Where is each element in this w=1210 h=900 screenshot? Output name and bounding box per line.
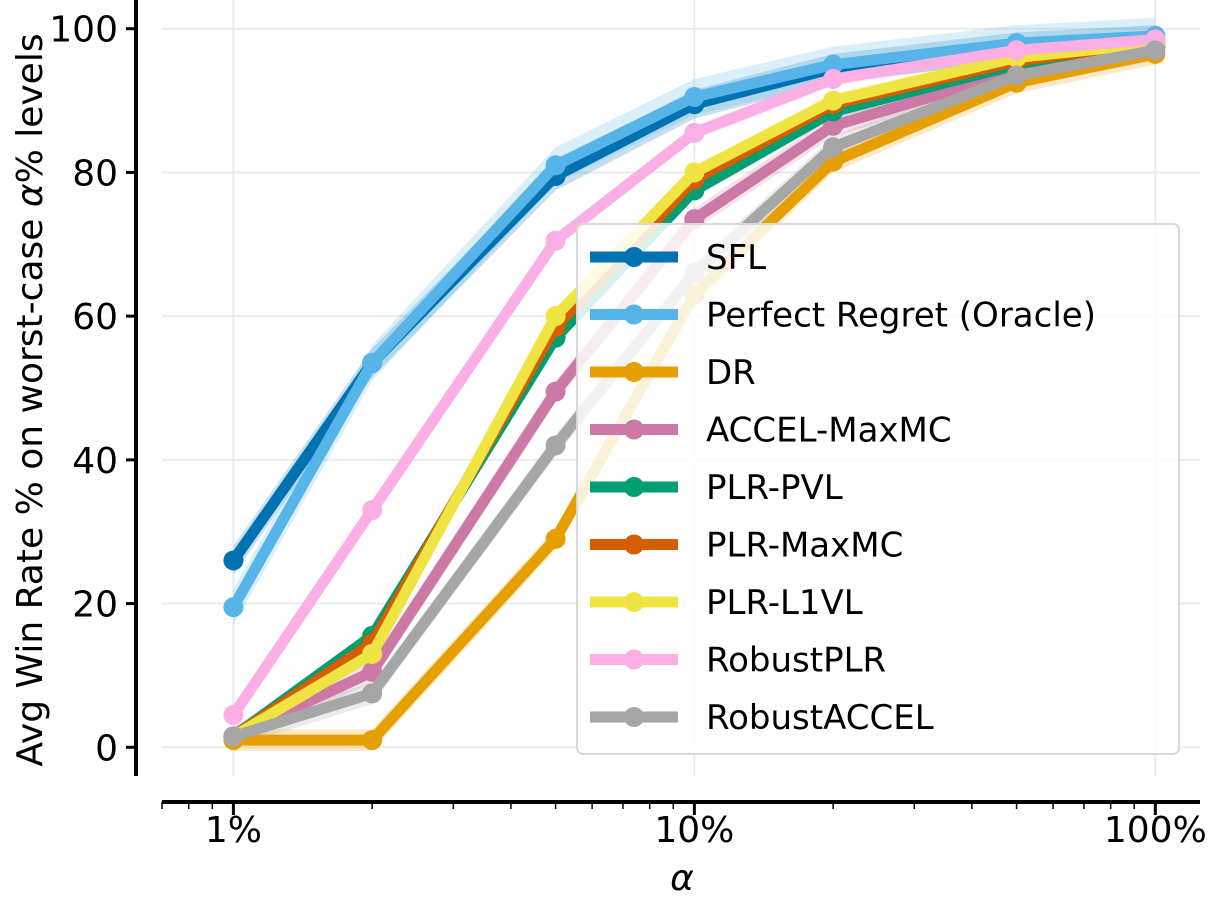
y-tick-label-2: 40 — [72, 441, 118, 482]
series-8-point-2 — [545, 435, 566, 456]
series-8-point-1 — [362, 683, 383, 704]
series-8-point-0 — [223, 726, 244, 747]
y-axis-label: Avg Win Rate % on worst-case α% levels — [10, 33, 51, 766]
series-6-point-4 — [823, 90, 844, 111]
legend-label-2: DR — [706, 353, 756, 393]
y-axis-label-part-2: % levels — [10, 33, 51, 183]
x-tick-label-1: 10% — [654, 810, 734, 851]
series-7-point-5 — [1006, 40, 1027, 61]
series-3-point-1 — [362, 661, 383, 682]
series-2-point-2 — [545, 528, 566, 549]
series-0-point-0 — [223, 550, 244, 571]
series-1-point-4 — [823, 54, 844, 75]
legend-swatch-marker-1 — [624, 304, 644, 325]
y-tick-label-5: 100 — [49, 10, 118, 51]
legend-swatch-marker-2 — [624, 362, 644, 382]
x-axis-label: α — [670, 858, 694, 899]
series-7-point-0 — [223, 704, 244, 725]
y-axis-label-part-1: Avg Win Rate % on worst-case — [10, 207, 51, 766]
series-6-point-2 — [545, 306, 566, 327]
legend-swatch-marker-6 — [624, 592, 644, 612]
y-tick-label-1: 20 — [72, 585, 118, 626]
legend-swatch-marker-3 — [624, 419, 644, 440]
legend-swatch-marker-4 — [624, 477, 644, 497]
series-8-point-6 — [1145, 40, 1166, 61]
legend-label-5: PLR-MaxMC — [706, 526, 903, 566]
x-tick-label-0: 1% — [205, 810, 262, 851]
y-tick-label-3: 60 — [72, 297, 118, 338]
series-7-point-1 — [362, 500, 383, 521]
legend-label-3: ACCEL-MaxMC — [706, 411, 952, 451]
legend-swatch-marker-0 — [624, 247, 644, 267]
series-3-point-2 — [545, 381, 566, 402]
series-1-point-3 — [684, 87, 705, 107]
series-1-point-1 — [362, 352, 383, 373]
legend-label-4: PLR-PVL — [706, 468, 843, 508]
y-axis-label-symbol: α — [10, 183, 51, 207]
legend-label-6: PLR-L1VL — [706, 583, 863, 623]
series-6-point-3 — [684, 162, 705, 183]
legend-label-8: RobustACCEL — [706, 698, 934, 738]
series-7-point-3 — [684, 122, 705, 143]
y-tick-label-4: 80 — [72, 153, 118, 194]
axis-ticks: 0 20 40 60 80 100 1% 10% 100% — [49, 10, 1207, 851]
legend-label-0: SFL — [706, 238, 766, 278]
legend-frame — [576, 223, 1180, 755]
series-8-point-5 — [1006, 65, 1027, 86]
series-7-point-4 — [823, 69, 844, 90]
series-8-point-4 — [823, 137, 844, 158]
series-1-point-0 — [223, 597, 244, 618]
y-tick-label-0: 0 — [95, 728, 118, 769]
legend-swatch-marker-8 — [624, 707, 644, 727]
legend-label-7: RobustPLR — [706, 641, 886, 681]
legend: SFL Perfect Regret (Oracle) DR ACCEL-MaxMC P… — [576, 223, 1180, 755]
axes — [134, 0, 1200, 804]
series-2-point-1 — [362, 730, 383, 751]
legend-swatch-marker-7 — [624, 649, 644, 670]
legend-swatch-marker-5 — [624, 534, 644, 555]
series-3-point-4 — [823, 115, 844, 136]
series-6-point-1 — [362, 643, 383, 664]
x-tick-label-2: 100% — [1104, 810, 1207, 851]
legend-label-1: Perfect Regret (Oracle) — [706, 296, 1096, 336]
series-7-point-2 — [545, 230, 566, 251]
series-lines — [223, 25, 1166, 751]
series-1-point-2 — [545, 155, 566, 176]
